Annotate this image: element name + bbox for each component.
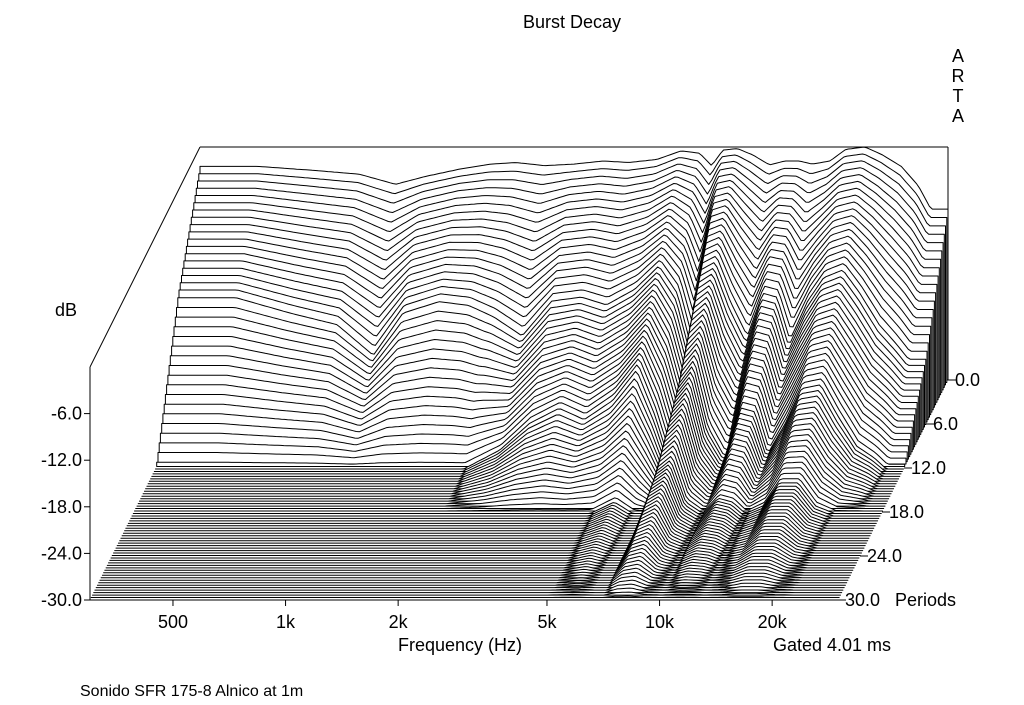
z-tick-label: 6.0 [933, 414, 958, 434]
waterfall-slices [89, 146, 949, 601]
x-tick-label: 20k [758, 612, 788, 632]
y-tick-label: -30.0 [41, 590, 82, 610]
decay-slice [152, 377, 902, 475]
z-tick-label: 24.0 [867, 546, 902, 566]
decay-slice [93, 587, 843, 594]
brand-letter: A [952, 106, 964, 126]
y-tick-label: -12.0 [41, 450, 82, 470]
decay-slice [96, 575, 846, 586]
decay-slice [157, 355, 907, 465]
z-axis-label: Periods [895, 590, 956, 610]
decay-slice [95, 579, 845, 589]
z-tick-label: 18.0 [889, 502, 924, 522]
decay-slice [94, 583, 844, 591]
x-axis-label: Frequency (Hz) [398, 635, 522, 655]
y-tick-label: -6.0 [51, 404, 82, 424]
z-tick-label: 0.0 [955, 370, 980, 390]
z-axis-ticks: 0.0 6.0 12.0 18.0 24.0 30.0 [838, 370, 980, 610]
decay-slice [92, 591, 841, 596]
decay-slice [90, 595, 840, 598]
y-axis-label: dB [55, 300, 77, 320]
decay-slice [155, 366, 904, 470]
brand-letter: A [952, 46, 964, 66]
gating-note: Gated 4.01 ms [773, 635, 891, 655]
x-tick-label: 10k [645, 612, 675, 632]
top-left-edge [89, 146, 201, 368]
y-axis-ticks: -6.0 -12.0 -18.0 -24.0 -30.0 [41, 404, 90, 610]
chart-title: Burst Decay [523, 12, 621, 32]
y-tick-label: -24.0 [41, 543, 82, 563]
z-tick-label: 30.0 [845, 590, 880, 610]
x-tick-label: 2k [389, 612, 409, 632]
x-tick-label: 1k [276, 612, 296, 632]
brand-letter: T [953, 86, 964, 106]
x-tick-label: 500 [158, 612, 188, 632]
x-tick-label: 5k [537, 612, 557, 632]
decay-slice [156, 360, 906, 467]
brand-letter: R [952, 66, 965, 86]
y-tick-label: -18.0 [41, 497, 82, 517]
footer-note: Sonido SFR 175-8 Alnico at 1m [80, 683, 303, 700]
x-axis-ticks: 500 1k 2k 5k 10k 20k [158, 600, 788, 632]
z-tick-label: 12.0 [911, 458, 946, 478]
decay-slice [153, 371, 903, 472]
